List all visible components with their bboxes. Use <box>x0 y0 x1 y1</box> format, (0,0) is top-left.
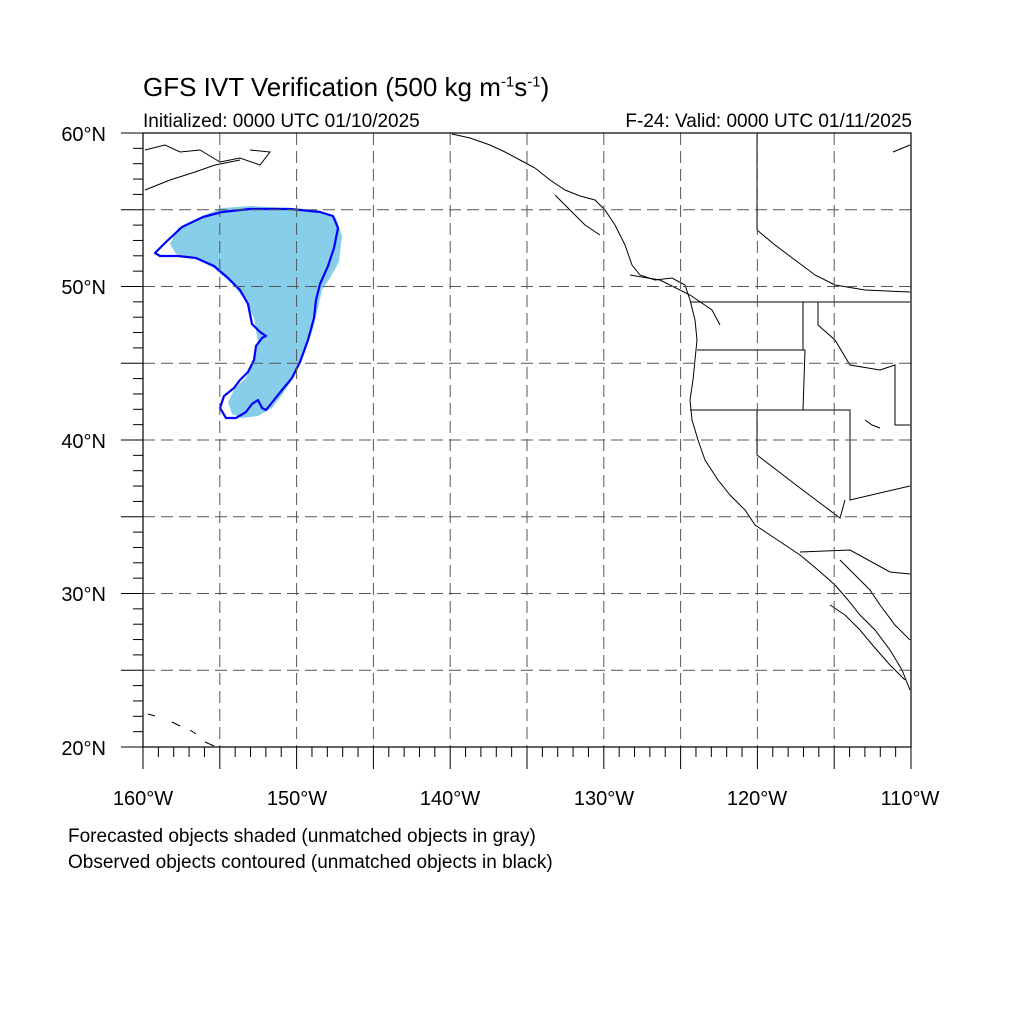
lat-label-40n: 40°N <box>61 431 106 453</box>
coastlines <box>144 133 911 747</box>
title-text: GFS IVT Verification (500 kg m <box>143 72 501 102</box>
forecast-object-shading <box>170 206 342 418</box>
map-title: GFS IVT Verification (500 kg m-1s-1) <box>143 72 549 103</box>
lon-label-110w: 110°W <box>881 788 940 810</box>
observed-object-contour <box>153 207 340 420</box>
political-borders <box>690 134 911 575</box>
gridlines <box>143 133 911 747</box>
title-text-mid: s <box>514 72 528 102</box>
lat-label-30n: 30°N <box>61 584 106 606</box>
title-superscript-2: -1 <box>527 73 541 91</box>
lat-label-50n: 50°N <box>61 277 106 299</box>
lat-label-20n: 20°N <box>61 738 106 760</box>
lon-label-140w: 140°W <box>420 788 480 810</box>
legend-forecast-note: Forecasted objects shaded (unmatched obj… <box>68 826 536 847</box>
lon-label-150w: 150°W <box>267 788 327 810</box>
initialized-label: Initialized: 0000 UTC 01/10/2025 <box>143 111 420 132</box>
title-text-end: ) <box>540 72 550 102</box>
title-superscript: -1 <box>500 73 515 91</box>
legend-observed-note: Observed objects contoured (unmatched ob… <box>68 852 553 873</box>
axis-ticks <box>121 132 912 769</box>
lon-label-160w: 160°W <box>113 788 173 810</box>
valid-label: F-24: Valid: 0000 UTC 01/11/2025 <box>625 111 912 132</box>
lon-label-120w: 120°W <box>727 788 787 810</box>
lat-label-60n: 60°N <box>61 124 106 146</box>
lon-label-130w: 130°W <box>574 788 634 810</box>
